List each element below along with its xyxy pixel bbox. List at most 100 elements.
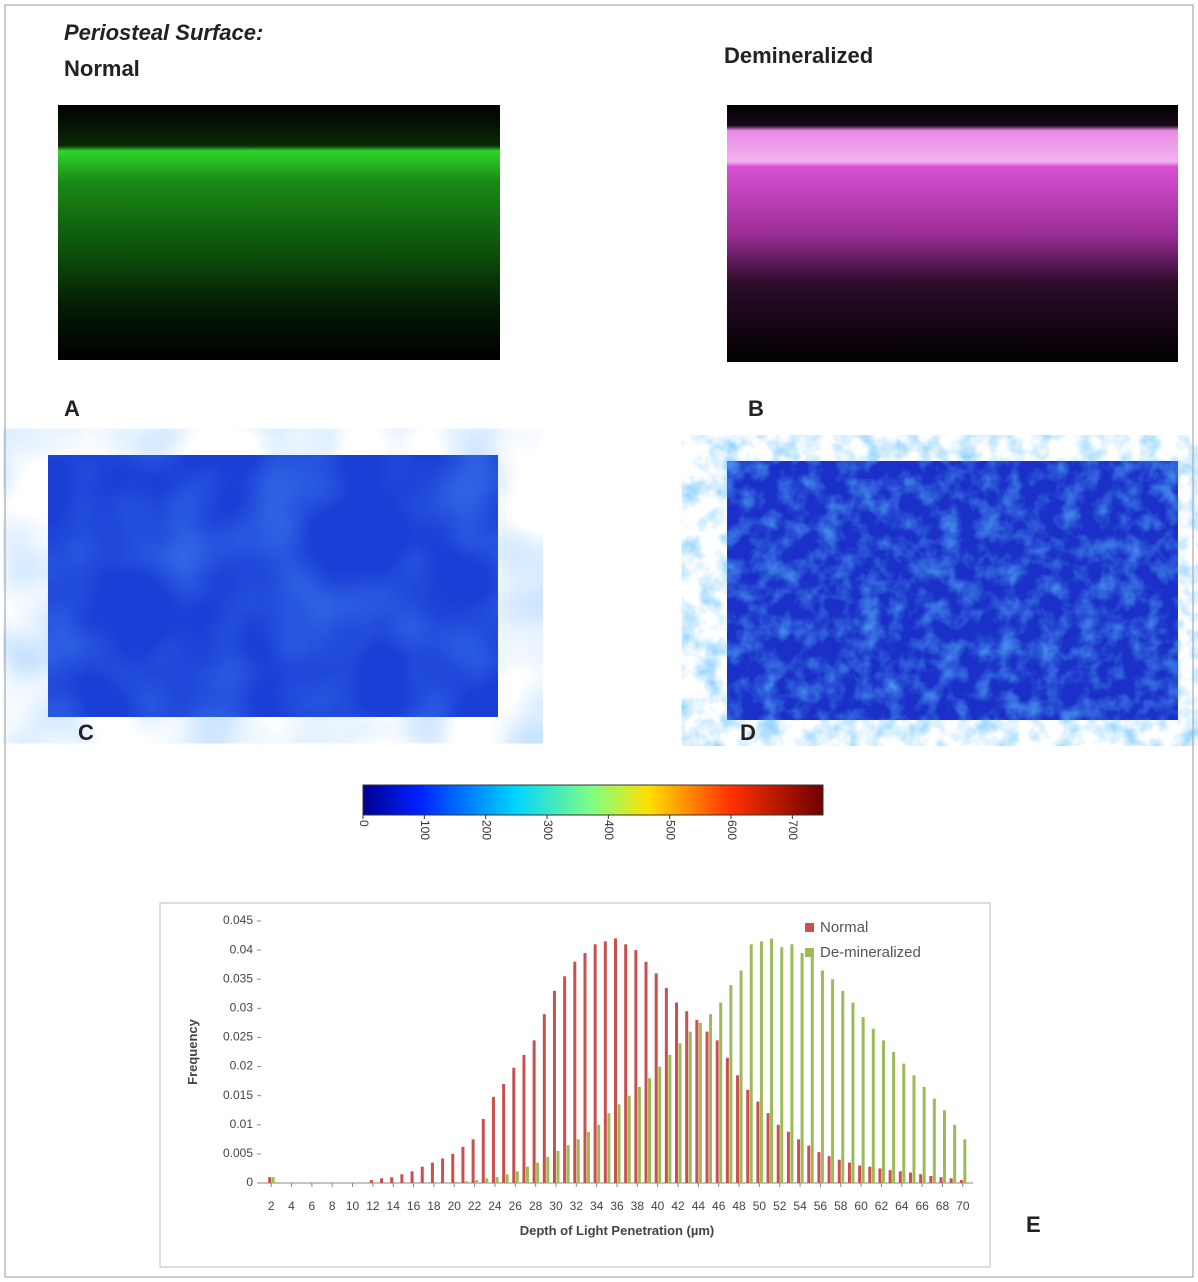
x-tick-label: 2 [268, 1199, 275, 1213]
x-tick-label: 18 [427, 1199, 441, 1213]
x-tick-label: 26 [509, 1199, 523, 1213]
x-tick-label: 36 [610, 1199, 624, 1213]
bar [932, 1098, 936, 1183]
heading: Periosteal Surface: [64, 20, 263, 45]
bar [573, 961, 577, 1183]
bar [475, 1180, 479, 1183]
bar [719, 1002, 723, 1183]
bar [919, 1174, 923, 1183]
bar [563, 976, 567, 1183]
bar [898, 1171, 902, 1183]
x-tick-label: 54 [793, 1199, 807, 1213]
bar [668, 1054, 672, 1183]
bar [675, 1002, 679, 1183]
legend-swatch [805, 948, 814, 957]
image-d-texture [727, 461, 1178, 720]
bar [827, 1156, 831, 1183]
bar [512, 1067, 516, 1183]
bar [797, 1139, 801, 1183]
image-c-texture [48, 455, 498, 717]
bar [820, 970, 824, 1183]
demineralized-label: Demineralized [724, 43, 873, 68]
bar [678, 1043, 682, 1183]
bar [566, 1145, 570, 1183]
panel-label: E [1026, 1212, 1041, 1237]
x-tick-label: 10 [346, 1199, 360, 1213]
colorbar-tick-label: 600 [725, 820, 739, 840]
bar [807, 1145, 811, 1183]
colorbar-tick-label: 400 [602, 820, 616, 840]
bar [515, 1171, 519, 1183]
bar [546, 1156, 550, 1183]
y-tick-label: 0.01 [230, 1117, 254, 1131]
x-tick-label: 58 [834, 1199, 848, 1213]
x-tick-label: 30 [549, 1199, 563, 1213]
bar [485, 1178, 489, 1183]
x-tick-label: 64 [895, 1199, 909, 1213]
x-tick-label: 52 [773, 1199, 787, 1213]
bar [495, 1177, 499, 1183]
bar [759, 941, 763, 1183]
bar [939, 1177, 943, 1183]
colorbar-tick-label: 300 [541, 820, 555, 840]
bar [505, 1174, 509, 1183]
bar [749, 944, 753, 1183]
x-tick-label: 20 [448, 1199, 462, 1213]
bar [780, 947, 784, 1183]
bar [786, 1131, 790, 1183]
bar [271, 1177, 275, 1183]
x-tick-label: 50 [753, 1199, 767, 1213]
bar [603, 941, 607, 1183]
bar [542, 1014, 546, 1183]
bar [664, 987, 668, 1183]
x-tick-label: 6 [309, 1199, 316, 1213]
bar [770, 938, 774, 1183]
bar [847, 1162, 851, 1183]
bar [644, 961, 648, 1183]
bar [454, 1181, 458, 1183]
bar [634, 950, 638, 1183]
bar [888, 1170, 892, 1183]
bar [627, 1095, 631, 1183]
bar [637, 1086, 641, 1183]
image-b [727, 105, 1178, 362]
x-tick-label: 42 [671, 1199, 685, 1213]
bar [685, 1011, 689, 1183]
x-tick-label: 40 [651, 1199, 665, 1213]
bar [831, 979, 835, 1183]
x-axis-title: Depth of Light Penetration (µm) [520, 1223, 715, 1238]
bar [908, 1172, 912, 1183]
bar [380, 1178, 384, 1183]
bar [532, 1040, 536, 1183]
bar [583, 953, 587, 1183]
x-tick-label: 70 [956, 1199, 970, 1213]
frame [4, 4, 1194, 1278]
bar [614, 938, 617, 1183]
bar [861, 1017, 865, 1183]
bar [491, 1096, 495, 1183]
panel-label: A [64, 396, 80, 421]
bar [648, 1078, 652, 1183]
bar [810, 953, 814, 1183]
bar [953, 1124, 957, 1183]
x-tick-label: 14 [387, 1199, 401, 1213]
x-tick-label: 8 [329, 1199, 336, 1213]
bar [963, 1139, 967, 1183]
bar [430, 1162, 434, 1183]
bar [481, 1118, 485, 1183]
y-tick-label: 0.03 [230, 1001, 254, 1015]
bar [695, 1019, 699, 1183]
x-tick-label: 28 [529, 1199, 543, 1213]
bar [658, 1066, 662, 1183]
bar [902, 1063, 906, 1183]
bar [851, 1002, 855, 1183]
panel-label: D [740, 720, 756, 745]
x-tick-label: 62 [875, 1199, 889, 1213]
y-tick-label: 0.02 [230, 1059, 254, 1073]
bar [390, 1177, 394, 1183]
bar [800, 953, 804, 1183]
x-tick-label: 60 [854, 1199, 868, 1213]
bar [654, 973, 658, 1183]
bar [441, 1158, 445, 1183]
bar [841, 990, 845, 1183]
